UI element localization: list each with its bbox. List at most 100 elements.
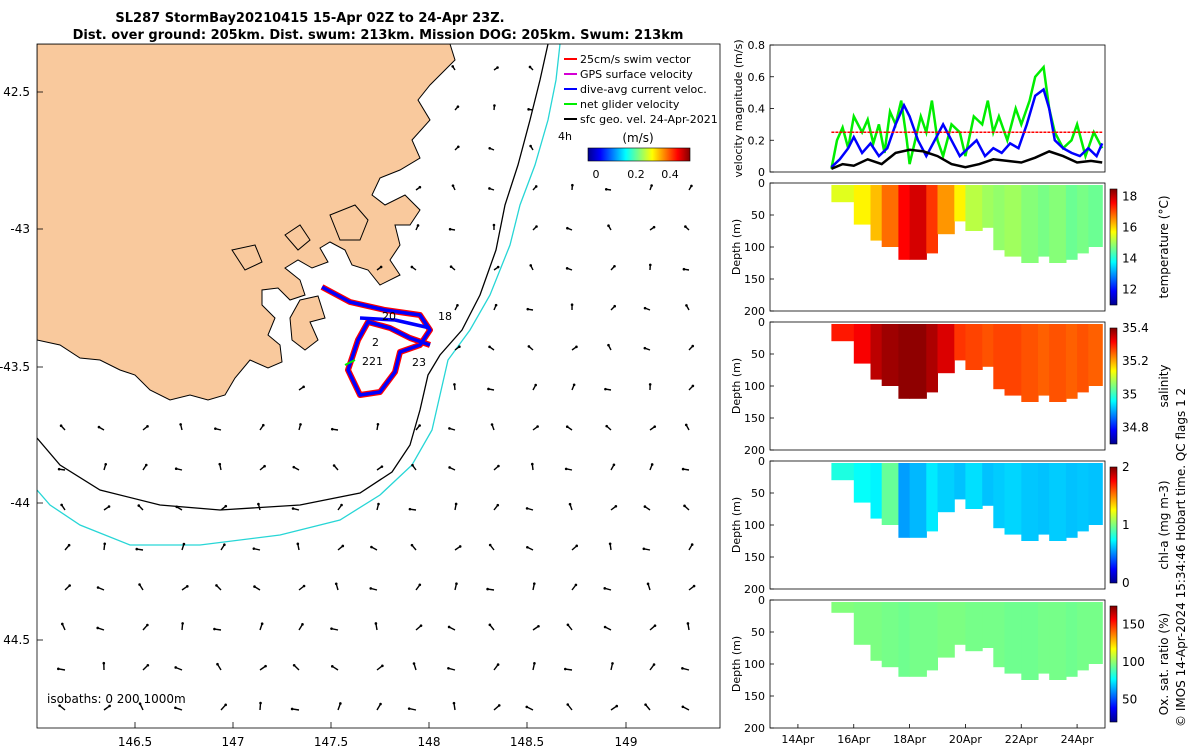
current-vector-head [650, 463, 654, 466]
current-vector-head [566, 623, 570, 627]
depth-cell [870, 602, 883, 661]
current-vector-head [146, 425, 149, 428]
current-vector-head [174, 706, 177, 710]
current-vector-head [330, 627, 333, 630]
velocity-ytick-label: 0.4 [748, 103, 766, 116]
depth-cell [853, 324, 872, 364]
depth-cell [965, 324, 983, 370]
current-vector-head [418, 424, 421, 427]
current-vector-head [570, 303, 574, 307]
current-vector-head [57, 667, 60, 671]
depth-colorbar-tick: 34.8 [1122, 420, 1149, 434]
current-vector-head [650, 184, 653, 187]
current-vector-head [376, 422, 380, 426]
lon-tick-label: 146.5 [118, 735, 152, 749]
land-island-2 [284, 224, 311, 251]
current-vector-head [218, 462, 222, 466]
depth-cell [1038, 324, 1050, 396]
current-vector-head [292, 465, 296, 469]
current-vector-head [686, 622, 690, 625]
depth-cell [993, 324, 1005, 390]
current-vector-head [261, 423, 265, 427]
depth-cell [909, 324, 927, 399]
depth-cell [954, 602, 966, 645]
depth-ytick-label: 200 [744, 722, 765, 735]
depth-cell [982, 602, 994, 648]
current-vector-head [685, 304, 688, 307]
depth-cell [1021, 324, 1039, 402]
depth-cell [1021, 185, 1039, 263]
time-tick-label: 16Apr [837, 733, 871, 746]
time-marker: 20 [382, 310, 396, 323]
depth-cell [965, 602, 983, 652]
current-vector-head [490, 423, 494, 426]
current-vector-head [104, 462, 108, 466]
depth-cell [1004, 324, 1022, 396]
depth-cell [881, 185, 899, 247]
current-vector-head [603, 587, 607, 590]
depth-cell [1065, 185, 1078, 260]
depth-cell [954, 324, 966, 361]
current-vector-head [374, 622, 378, 625]
depth-colorbar-label: Ox. sat. ratio (%) [1157, 613, 1171, 715]
current-vector-head [290, 707, 294, 711]
depth-cell [1088, 185, 1103, 247]
depth-cell [881, 324, 899, 386]
current-vector-head [418, 583, 422, 587]
depth-cell [1004, 185, 1022, 257]
current-vector-head [613, 264, 616, 268]
current-vector-head [419, 624, 423, 627]
current-vector-head [103, 542, 107, 546]
lat-tick-label: -43.5 [0, 360, 30, 374]
current-vector-head [135, 547, 139, 551]
current-vector-head [487, 387, 490, 391]
depth-cell [853, 463, 872, 503]
current-vector-head [565, 425, 569, 428]
current-vector-head [496, 503, 500, 507]
current-vector-head [379, 265, 383, 269]
current-vector-head [488, 146, 492, 150]
glider-track-green [344, 359, 356, 366]
current-vector-head [615, 704, 619, 708]
current-vector-head [526, 307, 530, 311]
depth-cell [898, 602, 911, 677]
legend-entry: 25cm/s swim vector [580, 53, 691, 66]
current-vector-head [653, 425, 657, 428]
depth-cell [993, 463, 1005, 529]
current-vector-head [604, 387, 607, 391]
depth-colorbar-tick: 12 [1122, 283, 1137, 297]
current-vector-head [493, 104, 496, 107]
current-vector-head [571, 183, 574, 187]
current-vector-head [690, 543, 694, 546]
current-vector-head [408, 507, 412, 511]
velocity-ytick-label: 0.8 [748, 39, 766, 52]
lon-tick-label: 149 [615, 735, 638, 749]
depth-cell [909, 602, 927, 677]
current-vector-head [296, 542, 300, 546]
current-vector-head [138, 702, 142, 706]
depth-cell [993, 602, 1005, 668]
current-vector-head [213, 627, 216, 631]
lon-tick-label: 148.5 [510, 735, 544, 749]
current-vector-head [486, 587, 489, 591]
current-vector-head [302, 584, 306, 588]
current-vector-head [488, 187, 491, 190]
current-vector-head [456, 105, 460, 108]
depth-colorbar-tick: 35.4 [1122, 321, 1149, 335]
current-vector-head [488, 345, 491, 349]
depth-cell [965, 463, 983, 509]
current-vector-head [574, 583, 578, 587]
depth-ylabel: Depth (m) [730, 219, 743, 275]
current-vector-head [453, 383, 456, 386]
depth-cell [898, 463, 911, 538]
map-colorbar-tick: 0 [593, 168, 600, 181]
current-vector-head [340, 503, 343, 507]
depth-colorbar [1109, 605, 1118, 723]
depth-cell [870, 185, 883, 241]
depth-colorbar-tick: 100 [1122, 655, 1145, 669]
time-tick-label: 20Apr [949, 733, 983, 746]
isobaths-label: isobaths: 0 200 1000m [47, 692, 186, 706]
time-tick-label: 22Apr [1005, 733, 1039, 746]
depth-cell [831, 185, 855, 203]
current-vector-head [536, 425, 539, 428]
